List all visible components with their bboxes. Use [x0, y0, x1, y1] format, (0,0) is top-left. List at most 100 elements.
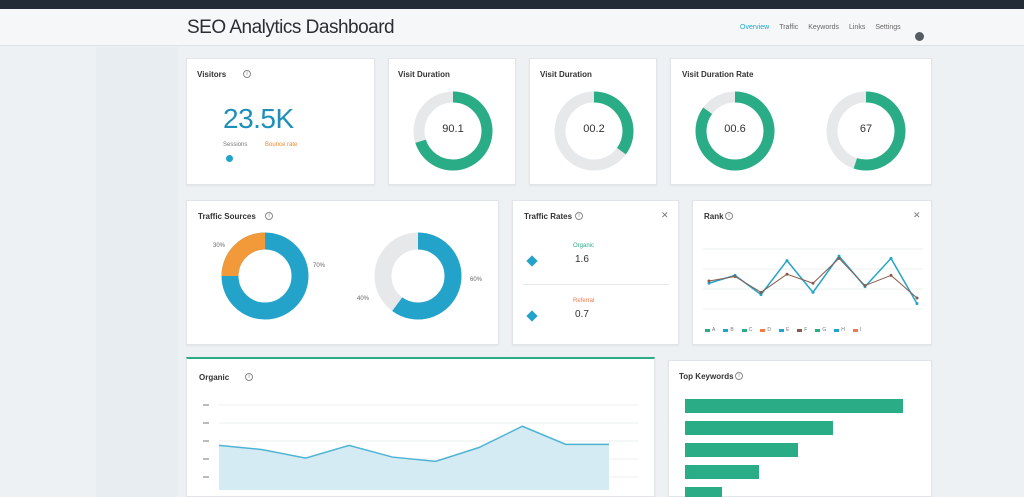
rates-row1-label: Organic — [573, 243, 595, 249]
ring4-value: 67 — [859, 123, 873, 135]
nav-traffic[interactable]: Traffic — [779, 24, 799, 31]
legend-swatch — [815, 328, 821, 332]
ring3-value: 00.6 — [724, 123, 746, 135]
ring1-title: Visit Duration — [398, 70, 450, 79]
rank-title: Rank — [704, 212, 724, 221]
pie2-arc — [374, 232, 462, 320]
keywords-title: Top Keywords — [679, 372, 734, 381]
legend-label: C — [748, 327, 753, 333]
ring2-chart — [554, 91, 634, 171]
info-icon[interactable]: i — [725, 212, 733, 220]
rank-point — [811, 281, 815, 285]
pie2-label-right: 60% — [470, 277, 483, 283]
legend-item: F — [797, 327, 807, 333]
nav-links[interactable]: Links — [848, 24, 866, 31]
legend-label: D — [767, 327, 771, 333]
ring1-chart — [413, 91, 493, 171]
rank-point — [759, 290, 763, 294]
keywords-card: Top Keywords i — [668, 360, 932, 497]
app-header: SEO Analytics Dashboard Overview Traffic… — [0, 9, 1024, 46]
rank-point — [707, 279, 711, 283]
ring1-value: 90.1 — [442, 123, 464, 135]
ring4-arc — [826, 91, 906, 171]
pie1-label-left: 30% — [213, 243, 226, 249]
ring2-arc — [554, 91, 634, 171]
rank-point — [889, 256, 893, 260]
rates-title: Traffic Rates — [524, 212, 573, 221]
legend-swatch — [723, 328, 729, 332]
legend-label: H — [841, 327, 845, 333]
legend-label: B — [730, 327, 734, 333]
y-tick — [203, 476, 209, 478]
rank-point — [915, 296, 919, 300]
rates-row2-label: Referral — [573, 298, 595, 304]
legend-swatch — [778, 328, 784, 332]
ring1-arc — [413, 91, 493, 171]
info-icon[interactable]: i — [735, 372, 743, 380]
ring2-card: Visit Duration 00.2 — [529, 58, 657, 185]
keyword-bar — [685, 465, 760, 479]
rates-row2-value: 0.7 — [575, 309, 589, 320]
diamond-icon — [526, 310, 538, 322]
legend-swatch — [705, 328, 710, 332]
info-icon[interactable]: i — [243, 70, 251, 78]
pie2-label-left: 40% — [357, 296, 370, 302]
info-icon[interactable]: i — [575, 212, 583, 220]
legend-label: E — [785, 327, 790, 333]
keyword-bar — [685, 443, 799, 457]
legend-item: A — [705, 327, 715, 333]
info-icon[interactable]: i — [265, 212, 273, 220]
ring3-arc — [695, 91, 775, 171]
rank-point — [733, 274, 737, 278]
y-tick — [203, 422, 209, 424]
visitors-label-b: Bounce rate — [265, 142, 298, 148]
close-icon[interactable]: ✕ — [913, 210, 921, 220]
rank-point — [837, 254, 841, 258]
page-title: SEO Analytics Dashboard — [187, 17, 395, 38]
ring2-title: Visit Duration — [540, 70, 592, 79]
legend-label: A — [712, 327, 716, 333]
organic-card: Organic i — [186, 357, 655, 497]
legend-item: C — [741, 327, 753, 333]
divider — [523, 284, 669, 285]
rank-point — [707, 281, 711, 285]
sources-title: Traffic Sources — [198, 212, 256, 221]
legend-label: G — [822, 327, 827, 333]
ring3-title: Visit Duration Rate — [682, 70, 754, 79]
keyword-bar — [685, 487, 723, 497]
keyword-bar — [685, 421, 834, 435]
rank-point — [785, 259, 789, 263]
status-dot-icon — [226, 155, 233, 162]
organic-area-chart — [203, 404, 639, 490]
legend-label: I — [859, 327, 862, 333]
legend-item: I — [852, 327, 862, 333]
legend-swatch — [852, 328, 858, 332]
user-avatar-icon[interactable] — [915, 32, 924, 41]
diamond-icon — [526, 255, 538, 267]
y-tick — [203, 440, 209, 442]
rates-row1-value: 1.6 — [575, 254, 589, 265]
visitors-title: Visitors — [197, 70, 227, 79]
organic-line — [218, 425, 609, 463]
legend-swatch — [760, 328, 766, 332]
rank-point — [837, 256, 841, 260]
legend-item: D — [760, 327, 771, 333]
nav-overview[interactable]: Overview — [740, 24, 770, 31]
nav-keywords[interactable]: Keywords — [808, 24, 839, 31]
info-icon[interactable]: i — [245, 373, 253, 381]
legend-item: B — [723, 327, 734, 333]
legend-swatch — [741, 328, 747, 332]
ring4-chart — [826, 91, 906, 171]
pie1-chart — [221, 232, 309, 320]
visitors-value: 23.5K — [223, 103, 294, 134]
rank-point — [863, 284, 867, 288]
nav-settings[interactable]: Settings — [875, 24, 901, 31]
rank-point — [915, 302, 919, 306]
rank-card: Rank i ✕ A B C D E F G H I — [692, 200, 932, 345]
ring3-card: Visit Duration Rate 00.6 67 — [670, 58, 932, 185]
close-icon[interactable]: ✕ — [661, 210, 669, 220]
ring1-card: Visit Duration 90.1 — [388, 58, 516, 185]
visitors-label-a: Sessions — [223, 142, 248, 148]
ring3-chart — [695, 91, 775, 171]
rank-point — [811, 290, 815, 294]
